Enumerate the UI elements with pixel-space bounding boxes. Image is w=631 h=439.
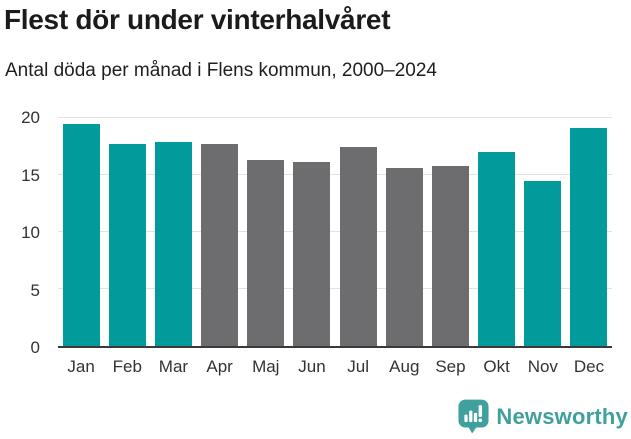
y-axis-tick-labels: 0 5 10 15 20 (0, 108, 48, 357)
x-tick-label-dec: Dec (573, 357, 605, 376)
x-tick-label-aug: Aug (389, 357, 420, 376)
x-tick-label-jan: Jan (67, 357, 95, 376)
x-tick-label-nov: Nov (527, 357, 558, 376)
bar-jul (339, 146, 377, 346)
y-tick-label-0: 0 (30, 338, 40, 357)
bar-slot-sep (427, 118, 473, 346)
y-tick-label-20: 20 (21, 108, 40, 127)
gridline-15 (58, 174, 612, 175)
x-tick-label-okt: Okt (483, 357, 510, 376)
bar-apr (201, 144, 239, 346)
x-tick-label-jun: Jun (298, 357, 326, 376)
x-axis-month-labels: Jan Feb Mar Apr Maj Jun Jul Aug Sep Okt Nov Dec (58, 357, 612, 377)
x-tick-label-jul: Jul (347, 357, 369, 376)
x-tick-label-sep: Sep (435, 357, 466, 376)
gridline-10 (58, 231, 612, 232)
bar-jun (293, 162, 331, 346)
bar-slot-okt (474, 118, 520, 346)
bar-sep (431, 165, 469, 346)
bar-jan (62, 123, 100, 346)
y-tick-label-15: 15 (21, 165, 40, 185)
x-tick-label-feb: Feb (112, 357, 142, 376)
bar-slot-apr (197, 118, 243, 346)
bar-slot-nov (520, 118, 566, 346)
gridline-20 (58, 117, 612, 118)
x-tick-label-apr: Apr (206, 357, 233, 376)
bar-chart-speech-bubble-icon (458, 399, 489, 434)
bar-maj (247, 160, 285, 346)
page-title: Flest dör under vinterhalvåret (4, 4, 391, 35)
bar-slot-jun (289, 118, 335, 346)
y-tick-label-10: 10 (21, 223, 40, 242)
bar-slot-feb (104, 118, 150, 346)
bar-aug (385, 168, 423, 346)
newsworthy-brand: Newsworthy (458, 399, 628, 434)
bar-slot-jan (58, 118, 104, 346)
bar-series (58, 118, 612, 346)
bar-slot-mar (150, 118, 196, 346)
bar-slot-maj (243, 118, 289, 346)
x-tick-label-mar: Mar (158, 357, 189, 376)
bar-slot-jul (335, 118, 381, 346)
bar-slot-aug (381, 118, 427, 346)
page-subtitle: Antal döda per månad i Flens kommun, 200… (5, 60, 437, 81)
y-tick-label-5: 5 (30, 280, 40, 300)
bar-feb (108, 144, 146, 346)
gridline-5 (58, 288, 612, 289)
bar-mar (154, 141, 192, 346)
brand-name: Newsworthy (496, 403, 628, 429)
bar-slot-dec (566, 118, 612, 346)
bar-chart-plot-area (58, 117, 612, 348)
bar-nov (524, 180, 562, 346)
bar-dec (570, 128, 608, 346)
x-tick-label-maj: Maj (252, 357, 280, 376)
bar-okt (478, 152, 516, 346)
